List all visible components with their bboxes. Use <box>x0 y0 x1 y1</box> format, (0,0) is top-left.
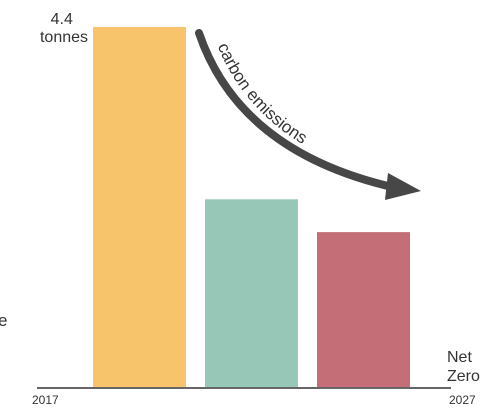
trend-arrow <box>195 29 421 200</box>
arrow-shaft <box>195 29 396 191</box>
end-label-line2: Zero <box>447 368 480 385</box>
bar-3 <box>317 232 410 388</box>
left-edge-fragment: e <box>0 311 7 330</box>
top-value-unit: tonnes <box>40 29 88 46</box>
top-value-number: 4.4 <box>51 11 73 28</box>
x-tick-start: 2017 <box>32 393 59 407</box>
x-tick-end: 2027 <box>449 393 476 407</box>
end-label: Net Zero <box>447 349 480 385</box>
bars-layer <box>93 27 410 388</box>
bar-2 <box>205 199 298 388</box>
bar-1 <box>93 27 186 388</box>
end-label-line1: Net <box>447 349 472 366</box>
top-value-label: 4.4 tonnes <box>40 11 88 46</box>
arrow-head <box>385 173 421 200</box>
